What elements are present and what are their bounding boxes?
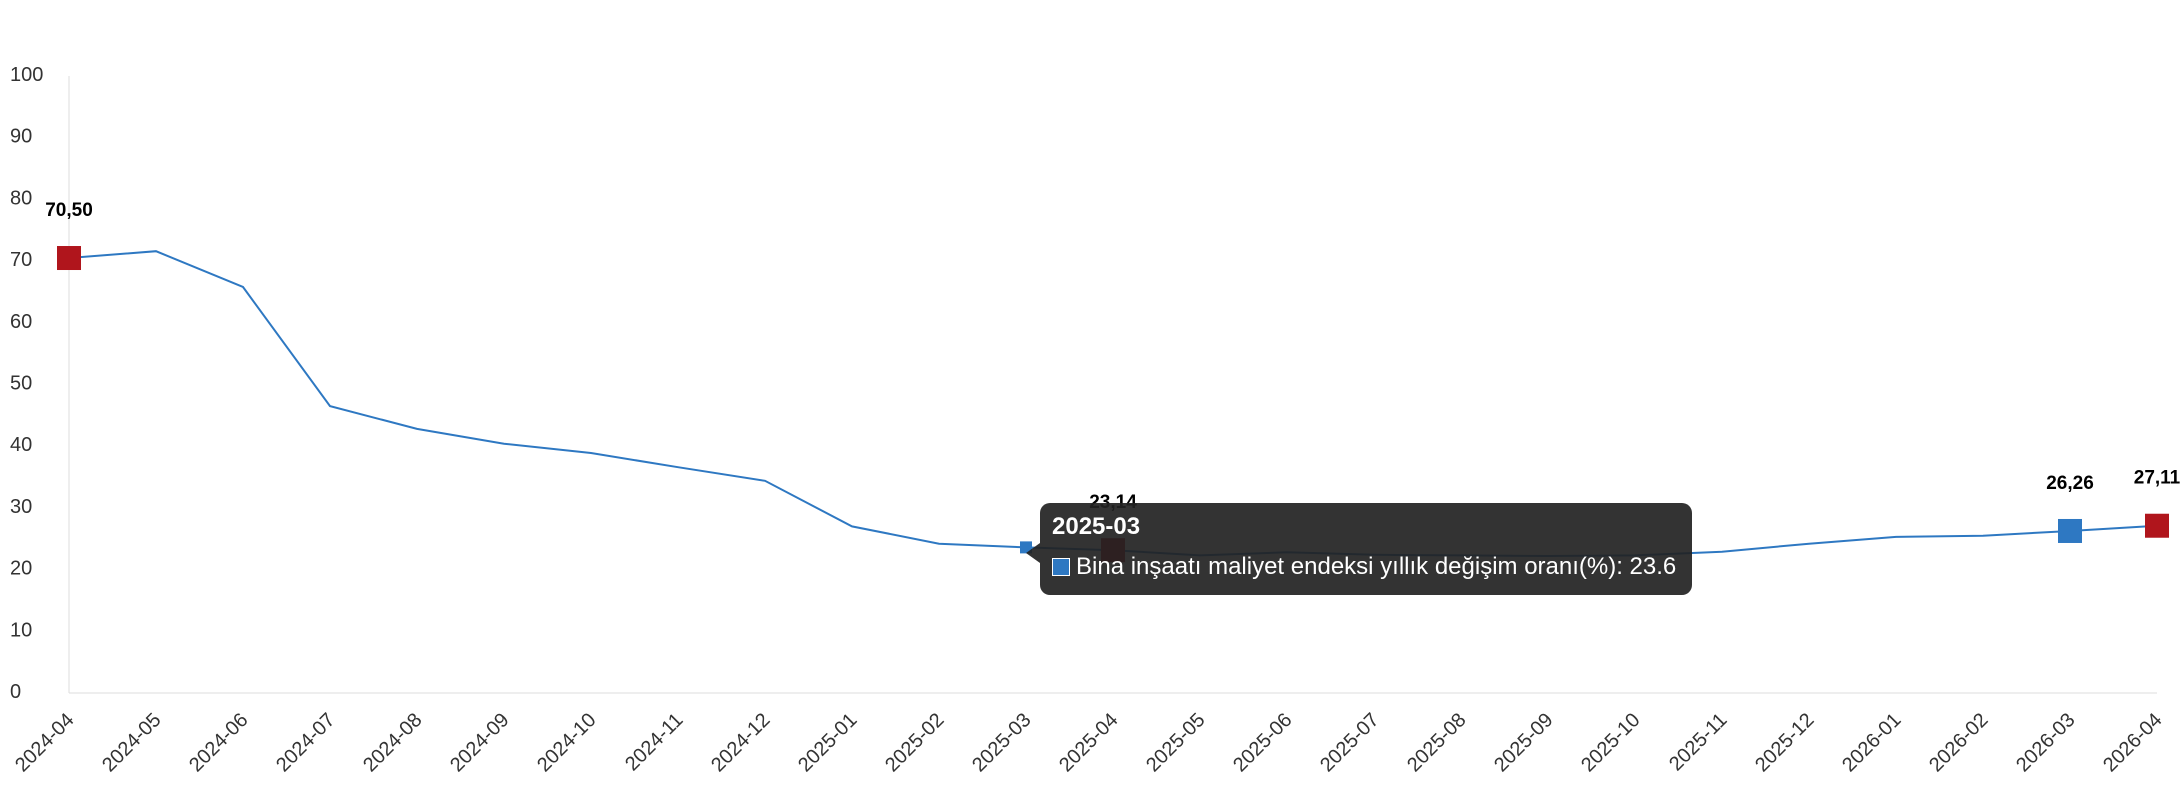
x-tick-label: 2025-09 xyxy=(1490,709,1557,776)
x-tick-label: 2025-08 xyxy=(1403,709,1470,776)
y-tick-label: 10 xyxy=(10,619,32,641)
tooltip-row: Bina inşaatı maliyet endeksi yıllık deği… xyxy=(1052,553,1680,581)
x-tick-label: 2025-03 xyxy=(968,709,1035,776)
x-tick-label: 2026-04 xyxy=(2099,709,2166,776)
y-tick-label: 90 xyxy=(10,126,32,148)
x-tick-label: 2024-11 xyxy=(621,709,687,775)
y-tick-label: 0 xyxy=(10,681,21,703)
highlight-marker[interactable] xyxy=(2145,513,2169,538)
y-tick-label: 80 xyxy=(10,187,32,209)
x-tick-label: 2026-03 xyxy=(2012,709,2079,776)
x-tick-label: 2025-07 xyxy=(1316,709,1383,776)
x-tick-label: 2025-04 xyxy=(1055,709,1122,776)
y-tick-label: 30 xyxy=(10,496,32,518)
y-tick-label: 100 xyxy=(10,64,43,86)
x-tick-label: 2024-04 xyxy=(11,709,78,776)
x-tick-label: 2026-02 xyxy=(1925,709,1992,776)
x-tick-label: 2025-02 xyxy=(881,709,948,776)
x-tick-label: 2025-01 xyxy=(794,709,861,776)
x-tick-label: 2024-08 xyxy=(359,709,426,776)
y-tick-label: 20 xyxy=(10,558,32,580)
x-tick-label: 2025-11 xyxy=(1665,709,1731,775)
y-axis: 0 10 20 30 40 50 60 70 80 90 100 xyxy=(10,64,70,703)
y-tick-label: 40 xyxy=(10,434,32,456)
x-tick-label: 2024-06 xyxy=(185,709,252,776)
x-tick-label: 2025-10 xyxy=(1577,709,1644,776)
x-tick-label: 2024-07 xyxy=(272,709,339,776)
tooltip-series-swatch xyxy=(1052,558,1070,576)
x-tick-label: 2026-01 xyxy=(1838,709,1905,776)
chart-tooltip: 2025-03 Bina inşaatı maliyet endeksi yıl… xyxy=(1026,503,1692,595)
x-tick-label: 2025-12 xyxy=(1751,709,1818,776)
x-axis: 2024-04 2024-05 2024-06 2024-07 2024-08 2024-… xyxy=(11,692,2167,776)
data-label: 27,11 xyxy=(2134,468,2181,489)
y-tick-label: 60 xyxy=(10,311,32,333)
y-tick-label: 50 xyxy=(10,373,32,395)
x-tick-label: 2025-06 xyxy=(1229,709,1296,776)
tooltip-title: 2025-03 xyxy=(1052,513,1141,540)
x-tick-label: 2024-05 xyxy=(98,709,165,776)
highlight-marker[interactable] xyxy=(57,246,81,271)
x-tick-label: 2024-12 xyxy=(707,709,774,776)
data-label: 26,26 xyxy=(2046,473,2094,494)
tooltip-text: Bina inşaatı maliyet endeksi yıllık deği… xyxy=(1076,553,1677,580)
x-tick-label: 2024-10 xyxy=(533,709,600,776)
data-label: 70,50 xyxy=(45,200,93,221)
y-tick-label: 70 xyxy=(10,249,32,271)
x-tick-label: 2024-09 xyxy=(446,709,513,776)
highlight-marker[interactable] xyxy=(2058,518,2082,543)
x-tick-label: 2025-05 xyxy=(1142,709,1209,776)
